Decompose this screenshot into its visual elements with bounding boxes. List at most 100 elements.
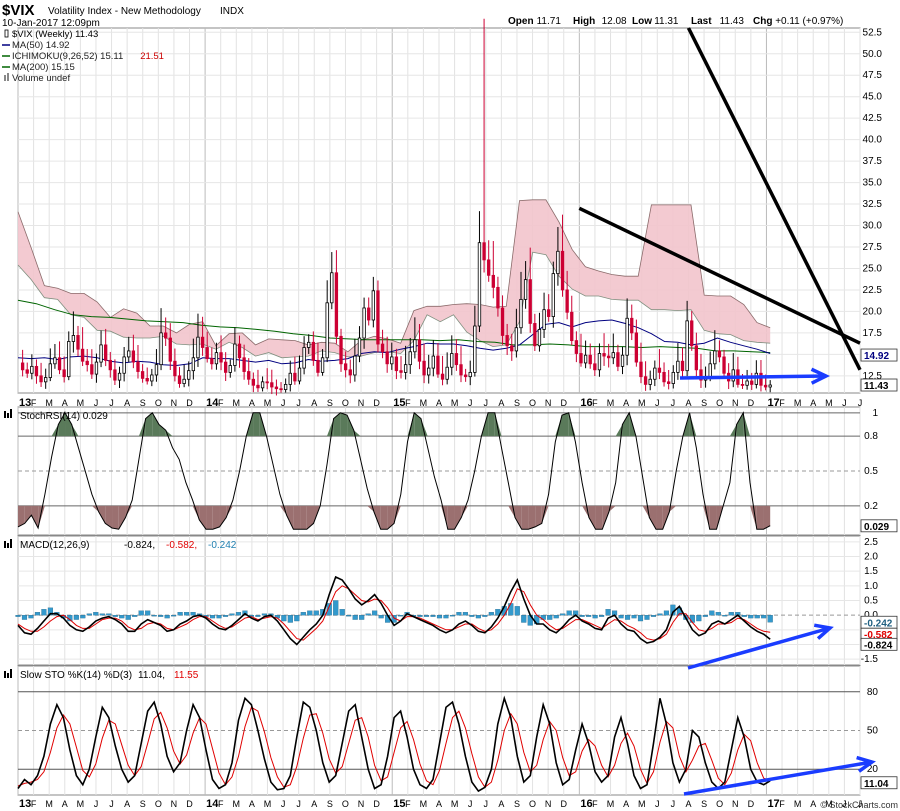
stoch-oversold-fill bbox=[750, 505, 757, 530]
candle-body bbox=[122, 356, 126, 374]
candle-body bbox=[307, 341, 311, 348]
candle-body bbox=[570, 311, 574, 342]
x-tick-label-bottom: M bbox=[77, 799, 85, 809]
x-tick-label-bottom: M bbox=[420, 799, 428, 809]
macd-histogram-bar bbox=[15, 615, 21, 617]
candle-body bbox=[94, 361, 99, 375]
candle-body bbox=[210, 358, 214, 365]
stoch-oversold-fill bbox=[31, 505, 39, 529]
stoch-overbought-fill bbox=[689, 412, 697, 437]
x-tick-label-bottom: N bbox=[545, 799, 552, 809]
candle-body bbox=[385, 351, 389, 365]
macd-histogram-bar bbox=[637, 615, 644, 622]
macd-histogram-bar bbox=[696, 615, 702, 622]
volume-icon bbox=[7, 73, 9, 81]
stoch-overbought-fill bbox=[488, 412, 495, 437]
stoch-oversold-fill bbox=[447, 505, 455, 530]
ohlc-value-2: 11.31 bbox=[654, 16, 679, 27]
candle-body bbox=[533, 323, 537, 347]
macd-histogram-bar bbox=[93, 612, 99, 616]
macd-histogram-bar bbox=[255, 615, 261, 617]
macd-histogram-bar bbox=[313, 610, 319, 616]
stoch-overbought-fill bbox=[736, 412, 744, 437]
candle-body bbox=[713, 350, 717, 365]
x-tick-label: A bbox=[62, 398, 68, 408]
candle-body bbox=[316, 359, 320, 373]
candle-body bbox=[67, 341, 71, 378]
legend-main-1: MA(50) 14.92 bbox=[12, 40, 70, 51]
stoch-oversold-fill bbox=[703, 505, 710, 530]
candle-body bbox=[293, 372, 297, 382]
stoch-oversold-fill bbox=[588, 505, 596, 530]
stoch-oversold-fill bbox=[595, 505, 603, 530]
x-tick-label: N bbox=[358, 398, 365, 408]
candle-body bbox=[99, 344, 103, 363]
candle-body bbox=[30, 365, 34, 374]
legend-main-extra-2: 21.51 bbox=[140, 51, 164, 62]
stoch-oversold-fill bbox=[105, 505, 113, 529]
macd-histogram-bar bbox=[715, 612, 721, 616]
indicator-icon bbox=[7, 413, 9, 418]
candle-body bbox=[288, 372, 292, 385]
x-tick-label-bottom: A bbox=[623, 799, 629, 809]
x-tick-label: J bbox=[655, 398, 660, 408]
candle-body bbox=[200, 336, 205, 348]
macd-histogram-bar bbox=[624, 615, 631, 620]
x-tick-label-bottom: J bbox=[296, 799, 301, 809]
macd-histogram-bar bbox=[482, 615, 488, 617]
sto-d-line bbox=[17, 706, 771, 789]
macd-histogram-bar bbox=[566, 610, 572, 616]
candle-body bbox=[574, 340, 579, 354]
x-tick-label: 16 bbox=[580, 397, 592, 409]
candle-body bbox=[399, 370, 403, 373]
stoch-oversold-fill bbox=[219, 505, 227, 527]
x-tick-label: A bbox=[810, 398, 816, 408]
macd-histogram-bar bbox=[378, 615, 384, 619]
macd-histogram-bar bbox=[99, 613, 105, 616]
stoch-oversold-fill bbox=[709, 505, 717, 530]
candle-body bbox=[367, 307, 371, 321]
macd-legend-v3: -0.242 bbox=[208, 540, 237, 551]
candle-body bbox=[274, 386, 279, 390]
candle-body bbox=[371, 290, 375, 321]
candle-body bbox=[164, 332, 168, 339]
macd-histogram-bar bbox=[462, 612, 468, 616]
stoch-oversold-fill bbox=[199, 505, 207, 530]
main-y-tick: 20.0 bbox=[863, 306, 883, 317]
candle-body bbox=[699, 369, 703, 381]
arrow-macd-shaft bbox=[687, 626, 831, 670]
x-tick-label: J bbox=[94, 398, 99, 408]
candle-body bbox=[191, 357, 196, 372]
candle-body bbox=[251, 378, 256, 386]
x-tick-label: M bbox=[420, 398, 428, 408]
x-tick-label-bottom: A bbox=[124, 799, 130, 809]
macd-histogram-bar bbox=[294, 615, 300, 622]
macd-histogram-bar bbox=[158, 615, 164, 617]
stoch-overbought-fill bbox=[159, 424, 166, 437]
x-tick-label: O bbox=[155, 398, 162, 408]
stoch-overbought-fill bbox=[615, 424, 623, 437]
stoch-overbought-fill bbox=[253, 412, 260, 437]
arrow-macd-head bbox=[813, 623, 834, 640]
ohlc-label-3: Last bbox=[691, 16, 712, 27]
indicator-icon bbox=[4, 411, 6, 418]
x-tick-label-bottom: D bbox=[186, 799, 193, 809]
macd-histogram-bar bbox=[235, 612, 242, 616]
macd-histogram-bar bbox=[171, 615, 177, 617]
candle-body bbox=[542, 309, 546, 330]
candle-body bbox=[233, 343, 237, 366]
stoch-overbought-fill bbox=[622, 412, 630, 437]
macd-histogram-bar bbox=[436, 615, 443, 619]
exchange-label: INDX bbox=[220, 6, 244, 17]
x-tick-label: S bbox=[140, 398, 146, 408]
trendline-1 bbox=[578, 206, 861, 345]
candle-body bbox=[667, 381, 671, 384]
candle-body bbox=[182, 378, 186, 384]
macd-histogram-bar bbox=[34, 612, 41, 616]
macd-histogram-bar bbox=[553, 615, 559, 619]
main-y-tick: 52.5 bbox=[863, 27, 883, 38]
candle-body bbox=[297, 367, 302, 382]
stoch-overbought-fill bbox=[58, 412, 66, 437]
main-y-tick: 50.0 bbox=[863, 49, 883, 60]
